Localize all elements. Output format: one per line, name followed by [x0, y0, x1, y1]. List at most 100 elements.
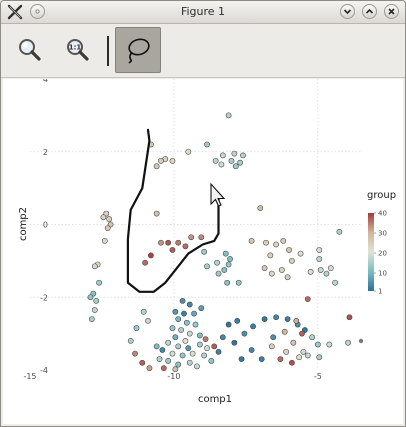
- data-point: [165, 239, 172, 246]
- data-point: [185, 148, 192, 155]
- data-point: [307, 268, 314, 275]
- data-point: [237, 159, 243, 166]
- data-point: [104, 225, 111, 232]
- minimize-icon: [343, 9, 352, 15]
- data-point: [153, 210, 160, 217]
- data-point: [323, 270, 330, 277]
- data-point: [297, 250, 304, 257]
- data-point: [257, 205, 264, 212]
- data-point: [250, 323, 256, 330]
- data-point: [289, 257, 295, 264]
- data-point: [316, 354, 323, 361]
- data-point: [158, 157, 164, 164]
- data-point: [211, 343, 218, 350]
- maximize-button[interactable]: [362, 4, 377, 19]
- title-bar[interactable]: Figure 1: [1, 1, 405, 24]
- data-point: [185, 345, 192, 352]
- data-point: [87, 294, 94, 301]
- data-point: [91, 307, 98, 313]
- x-tick-label: -5: [314, 372, 322, 381]
- y-tick-label: -4: [40, 366, 48, 375]
- data-point: [219, 334, 226, 341]
- data-point: [215, 348, 222, 355]
- data-point: [140, 308, 147, 315]
- data-point: [183, 319, 190, 326]
- data-point: [280, 237, 287, 244]
- data-point: [219, 152, 226, 159]
- data-point: [165, 339, 172, 346]
- data-point: [106, 216, 113, 222]
- data-point: [227, 256, 233, 262]
- data-point: [159, 347, 166, 353]
- colorbar-tick-label: 10: [378, 270, 387, 278]
- data-point: [241, 330, 248, 337]
- data-point: [290, 339, 297, 346]
- svg-text:1:1: 1:1: [69, 44, 82, 52]
- data-point: [263, 239, 269, 246]
- toolbar-separator: [107, 36, 109, 66]
- data-point: [248, 347, 255, 353]
- data-point: [182, 338, 189, 344]
- data-point: [277, 356, 284, 362]
- data-point: [214, 259, 220, 266]
- data-point: [258, 356, 265, 362]
- lasso-selection-path: [126, 128, 220, 293]
- window-menu-button[interactable]: [30, 4, 45, 19]
- close-button[interactable]: [384, 4, 399, 19]
- zoom-button[interactable]: [7, 27, 53, 73]
- scatter-plot[interactable]: -15 -10 -5 -4 -2 0 2 4 comp1 comp2 group 40 30 20…: [3, 79, 403, 424]
- data-point: [196, 332, 203, 339]
- data-point: [198, 305, 205, 312]
- data-point: [148, 252, 154, 259]
- data-point: [221, 267, 228, 273]
- y-tick-label: 2: [43, 148, 48, 157]
- data-point: [273, 314, 279, 321]
- data-point: [132, 350, 138, 357]
- data-point: [281, 328, 288, 335]
- data-point: [186, 359, 193, 366]
- data-point: [101, 237, 108, 244]
- data-point: [175, 239, 182, 246]
- x-axis-title: comp1: [198, 394, 232, 405]
- zoom-1-1-button[interactable]: 1:1: [55, 27, 101, 73]
- data-point: [169, 157, 176, 164]
- data-point: [215, 270, 222, 277]
- axis-ticks: -15 -10 -5 -4 -2 0 2 4: [23, 79, 321, 381]
- data-point: [261, 265, 268, 272]
- data-point: [196, 341, 203, 348]
- minimize-button[interactable]: [340, 4, 355, 19]
- data-point: [169, 247, 176, 253]
- colorbar: [368, 213, 374, 291]
- data-point: [178, 327, 184, 333]
- data-point: [267, 252, 274, 259]
- data-point: [188, 234, 195, 241]
- data-point: [172, 308, 179, 315]
- data-point: [175, 361, 182, 368]
- colorbar-tick-label: 30: [378, 230, 387, 238]
- data-point: [234, 318, 241, 324]
- data-point: [316, 247, 323, 253]
- lasso-button[interactable]: [115, 27, 161, 73]
- legend: group 40 30 20 10 1: [367, 190, 396, 296]
- data-point: [89, 316, 95, 322]
- data-point: [218, 161, 225, 168]
- data-point: [127, 338, 134, 344]
- data-point: [169, 350, 176, 357]
- data-point: [316, 256, 323, 262]
- data-point: [96, 279, 102, 286]
- data-point: [248, 237, 255, 244]
- data-point: [191, 310, 197, 317]
- data-point: [175, 316, 182, 322]
- data-point: [146, 365, 153, 372]
- figure-canvas[interactable]: -15 -10 -5 -4 -2 0 2 4 comp1 comp2 group 40 30 20…: [3, 79, 403, 424]
- data-point: [145, 318, 151, 324]
- data-point: [286, 247, 292, 253]
- data-point: [222, 250, 229, 257]
- colorbar-tick-label: 40: [378, 210, 387, 218]
- y-tick-label: 4: [43, 79, 48, 84]
- data-point: [317, 267, 324, 273]
- data-point: [212, 157, 219, 164]
- data-point: [346, 314, 353, 321]
- data-point: [172, 334, 179, 341]
